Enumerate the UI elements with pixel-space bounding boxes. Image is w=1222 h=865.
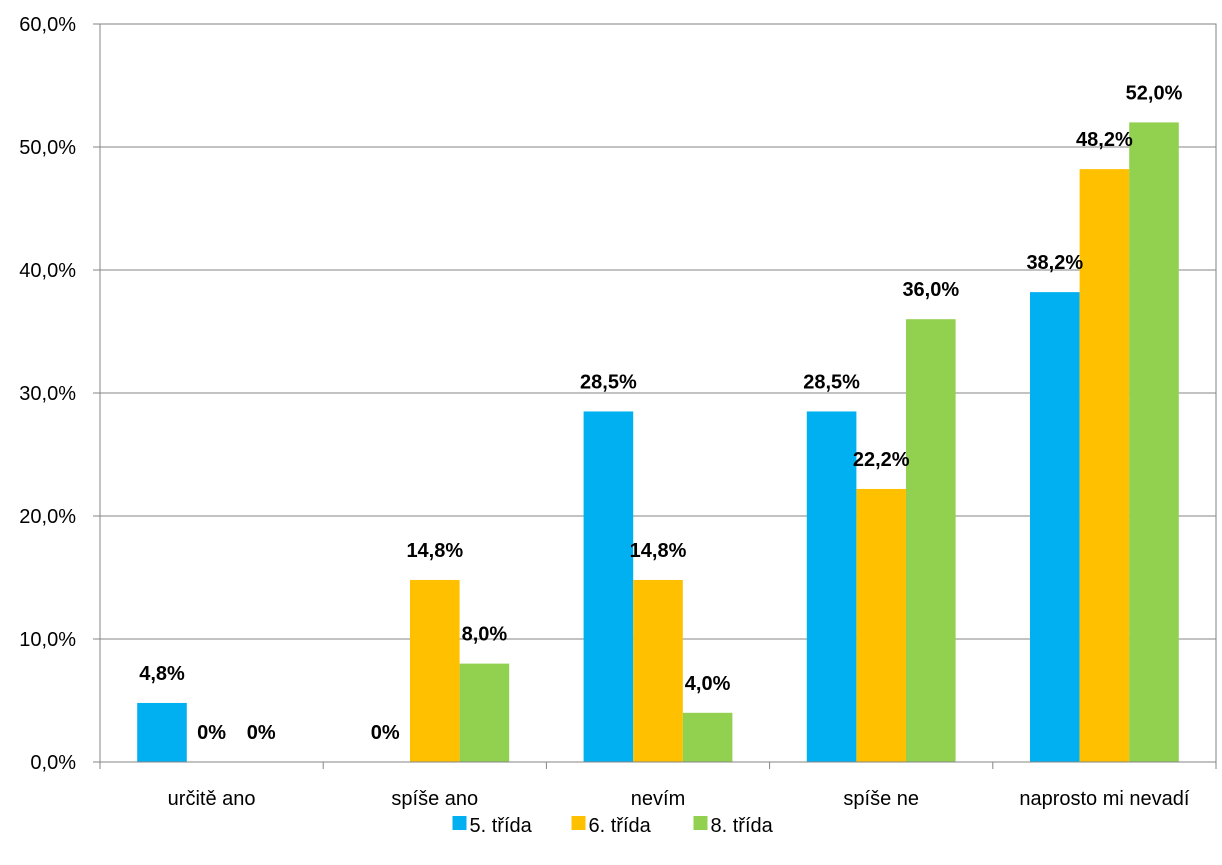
bar (459, 663, 510, 762)
bar (806, 411, 857, 762)
legend-swatch (693, 816, 708, 830)
data-label: 0% (197, 722, 226, 744)
legend-label: 8. třída (711, 815, 774, 837)
y-tick-label: 0,0% (30, 752, 76, 774)
legend-swatch (571, 816, 586, 830)
category-label: spíše ano (391, 788, 478, 810)
data-label: 8,0% (462, 624, 508, 646)
y-tick-label: 40,0% (19, 260, 76, 282)
data-label: 0% (247, 722, 276, 744)
category-label: spíše ne (843, 788, 919, 810)
data-label: 4,8% (139, 663, 185, 685)
legend: 5. třída 6. třída 8. třída (452, 815, 774, 837)
data-label: 4,0% (685, 673, 731, 695)
y-tick-label: 60,0% (19, 14, 76, 36)
category-label: nevím (631, 788, 685, 810)
y-tick-label: 20,0% (19, 506, 76, 528)
category-label: naprosto mi nevadí (1019, 788, 1190, 810)
bar (137, 702, 187, 762)
axes (93, 23, 1217, 769)
bar (1079, 169, 1130, 762)
data-label: 48,2% (1076, 129, 1133, 151)
bars (137, 122, 1179, 762)
y-tick-label: 10,0% (19, 629, 76, 651)
category-label: určitě ano (168, 788, 256, 810)
data-label: 0% (371, 722, 400, 744)
bar (1129, 122, 1179, 762)
legend-swatch (452, 816, 467, 830)
bar (410, 579, 460, 762)
data-label: 14,8% (406, 540, 463, 562)
data-label: 38,2% (1026, 252, 1083, 274)
data-label: 28,5% (803, 371, 860, 393)
data-label: 52,0% (1126, 82, 1183, 104)
legend-label: 5. třída (470, 815, 533, 837)
data-label: 36,0% (902, 279, 959, 301)
data-label: 22,2% (853, 449, 910, 471)
data-label: 14,8% (630, 540, 687, 562)
bar (906, 319, 956, 762)
data-label: 28,5% (580, 371, 637, 393)
bar (633, 579, 683, 762)
bar (583, 411, 634, 762)
legend-label: 6. třída (589, 815, 652, 837)
bar (856, 488, 906, 762)
bar (682, 712, 733, 762)
category-labels: určitě ano spíše ano nevím spíše ne naprosto… (168, 788, 1190, 810)
bar (1030, 292, 1080, 762)
data-labels: 4,8% 0% 0% 0% 14,8% 8,0% 28,5% 14,8% 4,0% 28,5% 22… (139, 82, 1182, 744)
y-tick-label: 30,0% (19, 383, 76, 405)
y-tick-label: 50,0% (19, 137, 76, 159)
y-tick-labels: 0,0% 10,0% 20,0% 30,0% 40,0% 50,0% 60,0% (19, 14, 76, 774)
